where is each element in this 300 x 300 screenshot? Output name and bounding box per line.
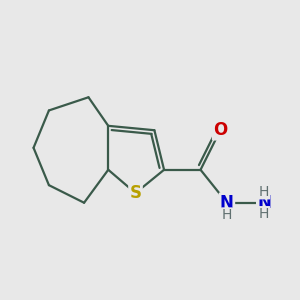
Text: S: S <box>130 184 142 202</box>
Text: H: H <box>222 208 232 222</box>
Text: H: H <box>259 207 269 221</box>
Text: N: N <box>220 194 234 212</box>
Text: H: H <box>259 185 269 199</box>
Text: N: N <box>257 194 271 212</box>
Text: O: O <box>213 121 227 139</box>
